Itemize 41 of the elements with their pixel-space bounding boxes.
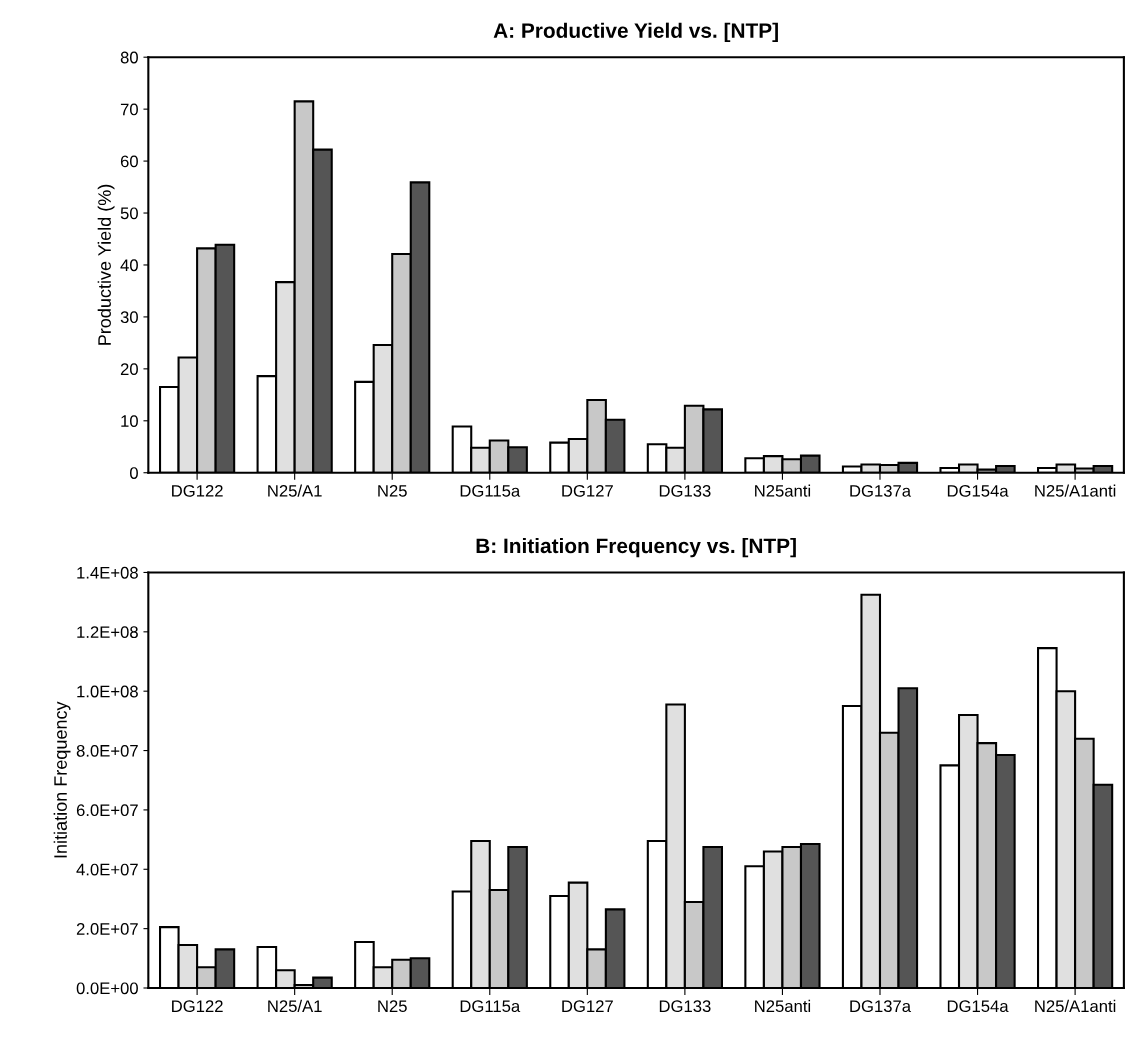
y-tick-label: 1.0E+08: [77, 685, 138, 698]
x-tick-label: DG154a: [947, 484, 1009, 497]
x-tick-label: N25/A1: [268, 484, 322, 497]
x-tick-label: DG115a: [460, 1000, 521, 1013]
y-tick-label: 10: [121, 415, 138, 427]
y-axis-title: Initiation Frequency: [53, 701, 71, 858]
y-tick-label: 30: [120, 311, 138, 324]
y-tick-label: 20: [120, 363, 138, 376]
x-tick-label: DG137a: [850, 1000, 912, 1013]
y-tick-label: 0.0E+00: [76, 982, 138, 995]
x-tick-label: DG133: [659, 484, 711, 497]
y-tick-label: 1.4E+08: [77, 566, 138, 579]
x-tick-label: DG137a: [850, 484, 912, 497]
y-tick-label: 8.0E+07: [76, 744, 138, 757]
x-tick-label: DG127: [562, 484, 613, 497]
x-tick-label: N25: [378, 484, 407, 497]
y-tick-label: 2.0E+07: [76, 923, 138, 935]
x-tick-label: DG122: [172, 484, 223, 497]
y-tick-label: 0: [129, 467, 138, 479]
y-tick-label: 6.0E+07: [76, 804, 138, 817]
x-tick-label: DG127: [562, 1000, 613, 1013]
x-tick-label: N25anti: [755, 484, 811, 497]
x-tick-label: N25/A1: [268, 999, 322, 1013]
y-tick-label: 40: [120, 259, 138, 272]
y-tick-label: 4.0E+07: [76, 863, 138, 876]
y-tick-label: 50: [120, 207, 138, 220]
x-tick-label: N25: [378, 1000, 407, 1013]
x-tick-label: DG122: [172, 1000, 223, 1013]
x-tick-label: N25anti: [755, 999, 811, 1013]
x-tick-label: DG133: [659, 1000, 711, 1013]
x-tick-label: N25/A1anti: [1035, 999, 1116, 1013]
x-tick-label: DG115a: [460, 484, 521, 497]
y-axis-title: Productive Yield (%): [97, 184, 115, 345]
x-tick-label: N25/A1anti: [1035, 484, 1116, 497]
y-tick-label: 70: [120, 103, 138, 116]
y-tick-label: 80: [120, 51, 138, 64]
x-tick-label: DG154a: [947, 1000, 1009, 1013]
y-tick-label: 60: [120, 155, 138, 168]
chart-title: B: Initiation Frequency vs. [NTP]: [476, 537, 796, 558]
chart-title: A: Productive Yield vs. [NTP]: [493, 22, 778, 43]
y-tick-label: 1.2E+08: [77, 626, 138, 639]
